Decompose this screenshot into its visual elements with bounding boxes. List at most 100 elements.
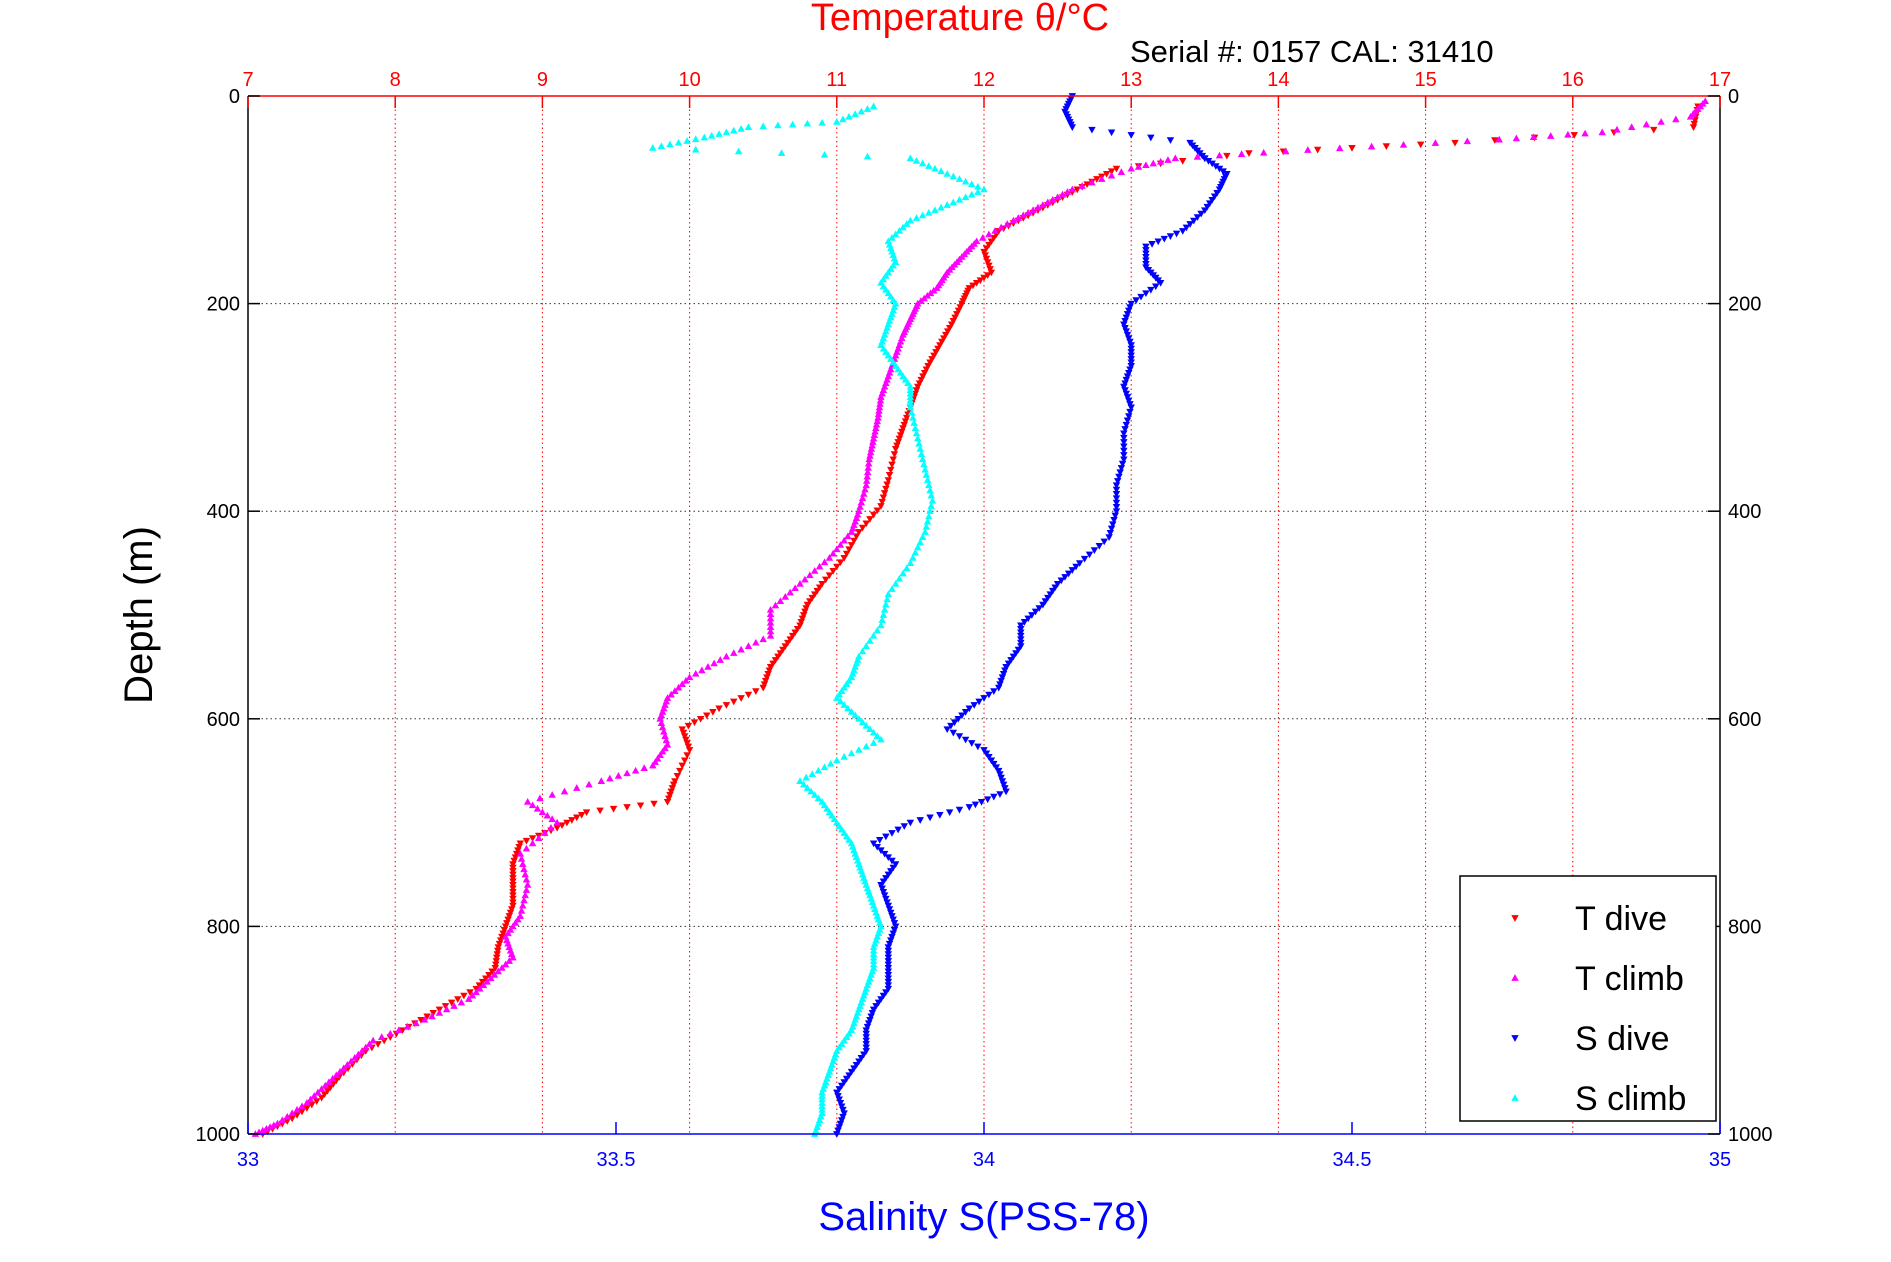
data-point <box>650 800 658 808</box>
data-point <box>1182 224 1191 232</box>
data-point <box>987 757 996 765</box>
data-point <box>788 632 797 640</box>
data-point <box>811 591 819 599</box>
data-point <box>814 794 823 802</box>
data-point <box>1028 612 1036 619</box>
data-point <box>954 715 962 723</box>
data-point <box>971 801 980 809</box>
data-point <box>945 324 954 332</box>
data-point <box>997 223 1005 231</box>
data-point <box>912 214 921 221</box>
data-point <box>917 450 926 457</box>
data-point <box>519 901 527 909</box>
data-point <box>873 507 881 515</box>
data-point <box>965 804 973 811</box>
data-point <box>839 1106 847 1114</box>
data-point <box>1215 151 1224 159</box>
data-point <box>890 451 899 458</box>
data-point <box>884 975 893 983</box>
data-point <box>661 732 669 739</box>
data-point <box>781 593 789 600</box>
data-point <box>974 188 982 195</box>
data-point <box>1122 421 1131 429</box>
tick-label-left: 400 <box>207 501 240 523</box>
data-point <box>516 912 525 919</box>
data-point <box>495 940 504 948</box>
tick-label-top: 10 <box>678 69 700 91</box>
data-point <box>521 870 529 878</box>
data-point <box>879 344 888 352</box>
data-point <box>835 1086 843 1093</box>
data-point <box>483 977 491 985</box>
data-point <box>328 1074 337 1082</box>
data-point <box>707 131 716 139</box>
data-point <box>262 1124 271 1132</box>
data-point <box>883 899 891 906</box>
data-point <box>653 754 662 762</box>
data-point <box>671 778 679 785</box>
data-point <box>822 576 830 584</box>
data-point <box>858 718 867 726</box>
data-point <box>796 777 804 784</box>
data-point <box>879 275 888 283</box>
data-point <box>968 740 976 747</box>
data-point <box>1046 591 1054 599</box>
data-point <box>899 569 907 577</box>
data-point <box>1172 230 1181 238</box>
data-point <box>465 995 473 1002</box>
data-point <box>840 829 848 836</box>
data-point <box>710 659 718 667</box>
data-point <box>931 206 939 214</box>
tick-label-top: 13 <box>1120 69 1142 91</box>
data-point <box>884 947 893 955</box>
data-point <box>514 847 522 855</box>
data-point <box>833 545 841 553</box>
data-point <box>891 580 900 587</box>
data-point <box>1116 469 1124 477</box>
data-point <box>884 289 893 297</box>
data-point <box>855 746 863 753</box>
data-point <box>533 804 542 812</box>
data-point <box>955 806 964 814</box>
data-point <box>947 722 955 730</box>
data-point <box>906 403 915 411</box>
data-point <box>769 660 777 668</box>
tick-label-left: 0 <box>229 86 240 108</box>
data-point <box>764 670 772 678</box>
tick-label-top: 12 <box>973 69 995 91</box>
data-point <box>737 645 745 653</box>
data-point <box>685 747 694 754</box>
data-point <box>914 543 922 551</box>
data-point <box>1109 521 1117 528</box>
data-point <box>896 432 905 439</box>
data-point <box>548 791 556 798</box>
data-point <box>895 574 904 582</box>
data-point <box>1152 283 1160 291</box>
data-point <box>1123 373 1132 381</box>
data-point <box>777 149 786 156</box>
data-point <box>696 715 705 723</box>
data-point <box>1570 132 1578 139</box>
data-point <box>958 300 966 308</box>
data-point <box>1112 486 1121 494</box>
data-point <box>744 691 753 699</box>
data-point <box>306 1095 315 1103</box>
data-point <box>343 1060 352 1068</box>
data-point <box>987 238 996 246</box>
data-point <box>1107 171 1116 179</box>
data-point <box>847 708 856 715</box>
data-point <box>737 695 745 702</box>
data-point <box>412 1019 420 1027</box>
data-point <box>857 1055 866 1062</box>
data-point <box>779 646 787 654</box>
tick-label-right: 0 <box>1728 86 1739 108</box>
data-point <box>1001 667 1009 675</box>
data-point <box>818 580 826 588</box>
data-point <box>858 647 867 655</box>
data-point <box>1127 300 1135 308</box>
data-point <box>1215 186 1224 194</box>
data-point <box>325 1078 333 1085</box>
data-point <box>774 121 782 129</box>
data-point <box>926 486 934 494</box>
data-point <box>931 164 939 172</box>
